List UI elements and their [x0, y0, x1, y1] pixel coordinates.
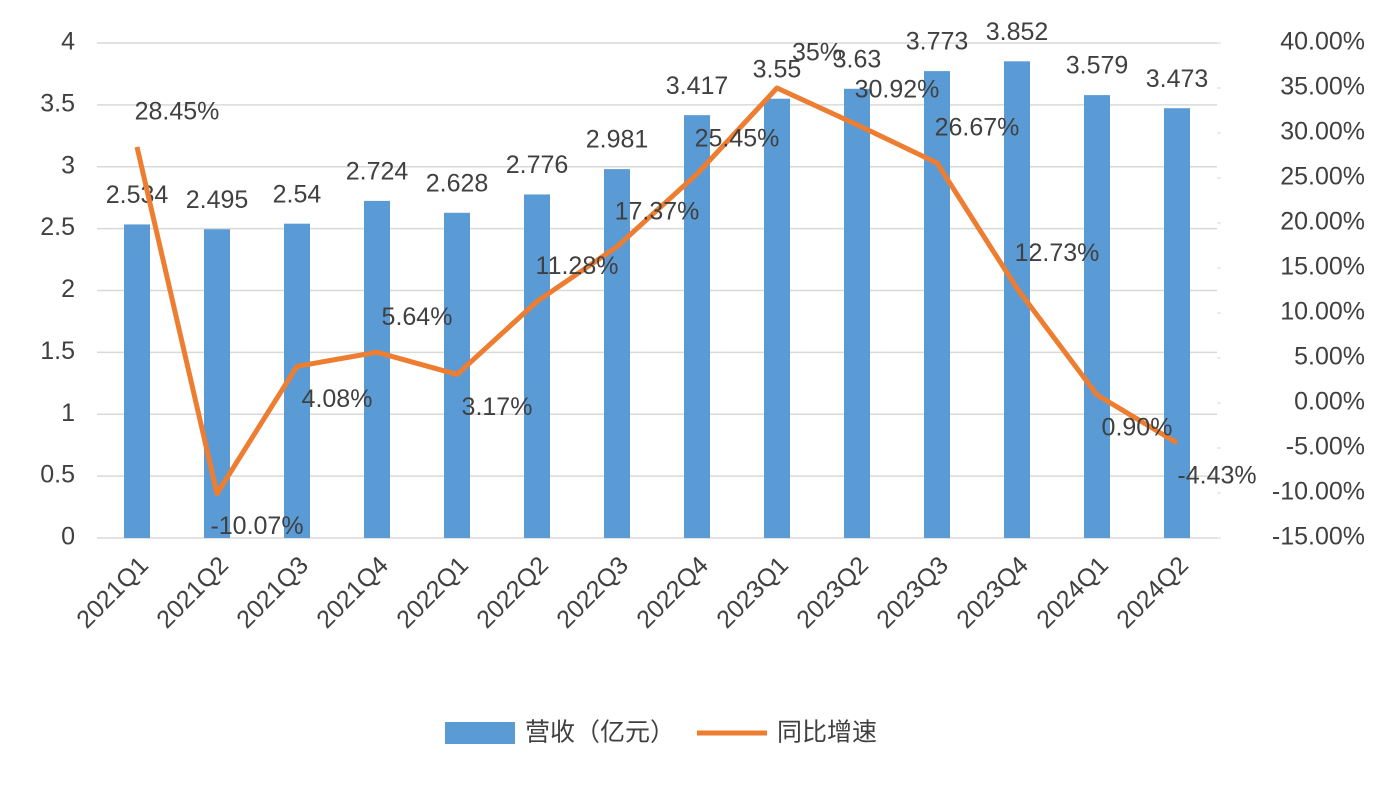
y-tick-label: 3.5	[40, 89, 75, 117]
y2-tick-label: 40.00%	[1280, 28, 1365, 56]
bar-value-label: 2.54	[273, 180, 322, 208]
line-value-label: 5.64%	[382, 303, 453, 331]
bar-value-label: 3.55	[753, 55, 802, 83]
y-tick-label: 0	[61, 523, 75, 551]
y2-tick-label: 30.00%	[1280, 118, 1365, 146]
bar-value-label: 3.417	[666, 72, 729, 100]
y2-tick-label: -15.00%	[1272, 523, 1365, 551]
bar	[844, 88, 870, 538]
line-value-label: 26.67%	[935, 114, 1020, 142]
x-tick-label: 2021Q3	[231, 551, 314, 634]
line	[134, 85, 1179, 497]
x-tick-label: 2022Q4	[631, 551, 714, 634]
y2-tick-label: 20.00%	[1280, 208, 1365, 236]
line-value-label: 11.28%	[536, 252, 619, 280]
x-tick-label: 2021Q4	[311, 551, 394, 634]
x-tick-label: 2021Q1	[71, 551, 154, 634]
y-tick-label: 4	[61, 28, 75, 56]
line-value-label: 0.90%	[1102, 414, 1173, 442]
bar	[1084, 95, 1110, 538]
y-tick-label: 2.5	[40, 213, 75, 241]
y-tick-label: 0.5	[40, 461, 75, 489]
y2-tick-label: -10.00%	[1272, 478, 1365, 506]
bar	[764, 98, 790, 538]
bar-value-label: 2.534	[106, 181, 169, 209]
legend-swatch	[445, 722, 515, 744]
legend-label: 营收（亿元）	[525, 719, 675, 747]
bar	[1164, 108, 1190, 538]
x-tick-label: 2022Q1	[391, 551, 474, 634]
x-tick-label: 2023Q3	[871, 551, 954, 634]
y2-tick-label: 5.00%	[1294, 343, 1365, 371]
x-tick-label: 2023Q4	[951, 551, 1034, 634]
x-tick-label: 2022Q3	[551, 551, 634, 634]
bar	[604, 169, 630, 538]
line-value-label: 28.45%	[135, 98, 220, 126]
y-tick-label: 1	[61, 399, 75, 427]
bar	[924, 71, 950, 538]
line-value-label: 12.73%	[1015, 239, 1100, 267]
bar-value-label: 3.773	[906, 28, 969, 56]
bar-value-label: 3.473	[1146, 65, 1209, 93]
y2-tick-label: 35.00%	[1280, 73, 1365, 101]
line-value-label: -4.43%	[1177, 461, 1256, 489]
x-tick-label: 2022Q2	[471, 551, 554, 634]
bar-value-label: 2.981	[586, 126, 649, 154]
bar-value-label: 2.724	[346, 158, 409, 186]
y-tick-label: 3	[61, 151, 75, 179]
y-tick-label: 2	[61, 275, 75, 303]
x-tick-label: 2024Q2	[1111, 551, 1194, 634]
bar-value-label: 2.495	[186, 186, 249, 214]
y2-tick-label: 15.00%	[1280, 253, 1365, 281]
y2-tick-label: -5.00%	[1286, 433, 1365, 461]
line-value-label: 25.45%	[695, 125, 780, 153]
line-value-label: 3.17%	[462, 393, 533, 421]
y2-tick-label: 10.00%	[1280, 298, 1365, 326]
bar	[364, 200, 390, 538]
y2-tick-label: 0.00%	[1294, 388, 1365, 416]
bar-value-label: 3.579	[1066, 52, 1129, 80]
bar-value-label: 3.852	[986, 18, 1049, 46]
bar-value-label: 2.628	[426, 169, 489, 197]
y-tick-label: 1.5	[40, 337, 75, 365]
x-tick-label: 2024Q1	[1031, 551, 1114, 634]
y2-tick-label: 25.00%	[1280, 163, 1365, 191]
x-tick-label: 2021Q2	[151, 551, 234, 634]
x-tick-label: 2023Q2	[791, 551, 874, 634]
bar	[684, 115, 710, 539]
bar-value-label: 3.63	[833, 45, 882, 73]
line-value-label: 35%	[792, 39, 842, 67]
line-value-label: 4.08%	[302, 385, 373, 413]
bar	[124, 224, 150, 539]
bar-value-label: 2.776	[506, 151, 569, 179]
legend-label: 同比增速	[777, 719, 877, 747]
bar	[524, 194, 550, 538]
line-value-label: -10.07%	[210, 512, 303, 540]
line-value-label: 17.37%	[615, 197, 700, 225]
line-value-label: 30.92%	[855, 75, 940, 103]
x-tick-label: 2023Q1	[711, 551, 794, 634]
